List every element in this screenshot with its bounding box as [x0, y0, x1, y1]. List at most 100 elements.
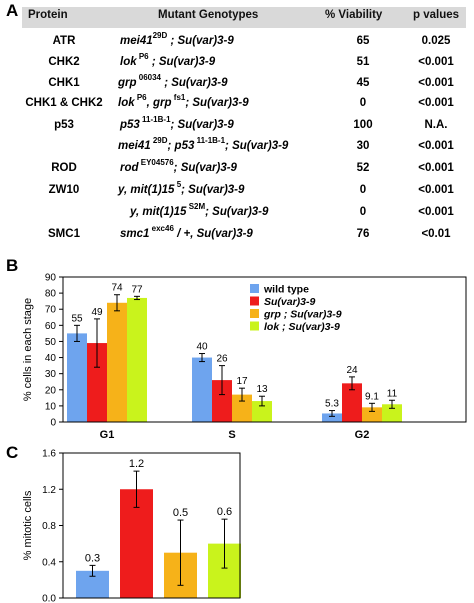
genotype-text: ; Su(var)3-9: [181, 184, 245, 196]
y-tick-label: 0.4: [42, 557, 56, 568]
y-tick-label: 10: [45, 401, 57, 412]
genotype-text: lok: [118, 97, 135, 109]
legend-swatch: [250, 284, 259, 293]
row-protein: p53: [54, 119, 74, 131]
genotype-text: rod: [120, 162, 139, 174]
row-genotype: grp 06034 ; Su(var)3-9: [118, 74, 227, 90]
allele-superscript: EY04576: [138, 158, 174, 167]
row-viability: 30: [356, 140, 370, 152]
genotype-text: ; p53: [167, 140, 195, 152]
bar-g2-0: [322, 413, 342, 422]
genotype-text: y, mit(1)15: [130, 206, 187, 218]
y-tick-label: 30: [45, 369, 57, 380]
panel-label-c: C: [6, 443, 19, 462]
legend-label: lok ; Su(var)3-9: [264, 321, 340, 333]
row-genotype: y, mit(1)15 5; Su(var)3-9: [118, 181, 245, 197]
data-label: 40: [196, 342, 208, 353]
y-tick-label: 80: [45, 289, 57, 300]
bar-s-2: [232, 394, 252, 422]
row-viability: 45: [356, 77, 370, 89]
allele-superscript: 11-1B-1: [194, 136, 226, 145]
y-tick-label: 90: [45, 273, 57, 284]
plot-frame: [62, 276, 467, 423]
genotype-text: mei41: [120, 35, 153, 47]
allele-superscript: 29D: [150, 136, 168, 145]
row-protein: CHK1: [48, 77, 80, 89]
y-tick-label: 70: [45, 305, 57, 316]
row-pvalue: <0.001: [418, 162, 454, 174]
genotype-text: grp: [118, 77, 137, 89]
y-tick-label: 0: [50, 418, 56, 429]
bar-g1-0: [67, 333, 87, 422]
data-label: 1.2: [129, 458, 144, 470]
panel-label-a: A: [6, 1, 19, 20]
row-genotype: lok P6, grp fs1; Su(var)3-9: [118, 94, 249, 110]
row-pvalue: 0.025: [421, 35, 451, 47]
data-label: 13: [256, 384, 268, 395]
row-viability: 0: [359, 184, 367, 196]
row-protein: CHK1 & CHK2: [25, 97, 103, 109]
y-tick-label: 1.2: [42, 485, 56, 496]
row-pvalue: <0.001: [418, 77, 454, 89]
allele-superscript: fs1: [171, 93, 186, 102]
mitotic-cells-chart: 0.0 0.4 0.8 1.2 1.6 % mitotic cells 0.3 1.2 0.5 0…: [22, 449, 241, 603]
data-label: 49: [91, 307, 103, 318]
bar-g2-3: [382, 404, 402, 422]
genotype-text: , grp: [146, 97, 172, 109]
plot-frame: [62, 452, 241, 599]
row-viability: 76: [356, 228, 370, 240]
row-protein: ATR: [52, 35, 76, 47]
allele-superscript: P6: [136, 52, 149, 61]
table-header-bar: [22, 7, 466, 28]
row-genotype: mei41 29D; p53 11-1B-1; Su(var)3-9: [118, 137, 289, 153]
genotype-text: lok: [120, 56, 137, 68]
allele-superscript: P6: [134, 93, 147, 102]
genotype-text: ; Su(var)3-9: [167, 35, 234, 47]
bar-g1-3: [127, 297, 147, 422]
genotype-text: ; Su(var)3-9: [148, 56, 216, 68]
row-pvalue: <0.01: [421, 228, 451, 240]
genotype-text: ; Su(var)3-9: [225, 140, 289, 152]
genotype-text: p53: [120, 119, 140, 131]
legend-label: grp ; Su(var)3-9: [263, 309, 342, 321]
genotype-text: smc1: [120, 228, 150, 240]
data-label: 9.1: [365, 391, 379, 402]
row-genotype: smc1 exc46 / +, Su(var)3-9: [120, 225, 253, 241]
bar-g2-2: [362, 407, 382, 422]
header-protein: Protein: [28, 9, 68, 21]
row-pvalue: N.A.: [424, 119, 448, 131]
y-tick-label: 1.6: [42, 449, 56, 460]
allele-superscript: S2M: [186, 202, 206, 211]
row-pvalue: <0.001: [418, 184, 454, 196]
row-viability: 100: [353, 119, 373, 131]
genotype-text: ; Su(var)3-9: [205, 206, 269, 218]
row-genotype: mei4129D ; Su(var)3-9: [120, 32, 234, 48]
data-label: 55: [71, 313, 83, 324]
row-viability: 65: [356, 35, 370, 47]
legend-swatch: [250, 309, 259, 318]
header-viability: % Viability: [325, 9, 383, 21]
allele-superscript: 11-1B-1: [139, 115, 171, 124]
row-pvalue: <0.001: [418, 206, 454, 218]
row-genotype: y, mit(1)15 S2M; Su(var)3-9: [130, 203, 269, 219]
header-pvalues: p values: [413, 9, 460, 21]
row-pvalue: <0.001: [418, 140, 454, 152]
allele-superscript: 06034: [136, 73, 161, 82]
allele-superscript: 5: [174, 180, 182, 189]
legend-label: wild type: [263, 284, 309, 296]
bar-s-1: [212, 380, 232, 422]
legend-label: Su(var)3-9: [264, 296, 316, 308]
x-category-label: S: [228, 429, 235, 440]
y-axis-label: % cells in each stage: [22, 298, 34, 401]
x-category-label: G1: [100, 429, 115, 440]
y-tick-label: 0.0: [42, 594, 56, 603]
genotype-text: ; Su(var)3-9: [173, 162, 237, 174]
bar-g1-1: [87, 343, 107, 422]
row-viability: 52: [356, 162, 370, 174]
data-label: 24: [346, 365, 358, 376]
data-label: 26: [216, 354, 228, 365]
y-tick-label: 60: [45, 321, 57, 332]
panel-label-b: B: [6, 256, 19, 275]
viability-table: Protein Mutant Genotypes % Viability p v…: [0, 0, 474, 250]
bar-g2-1: [342, 383, 362, 422]
